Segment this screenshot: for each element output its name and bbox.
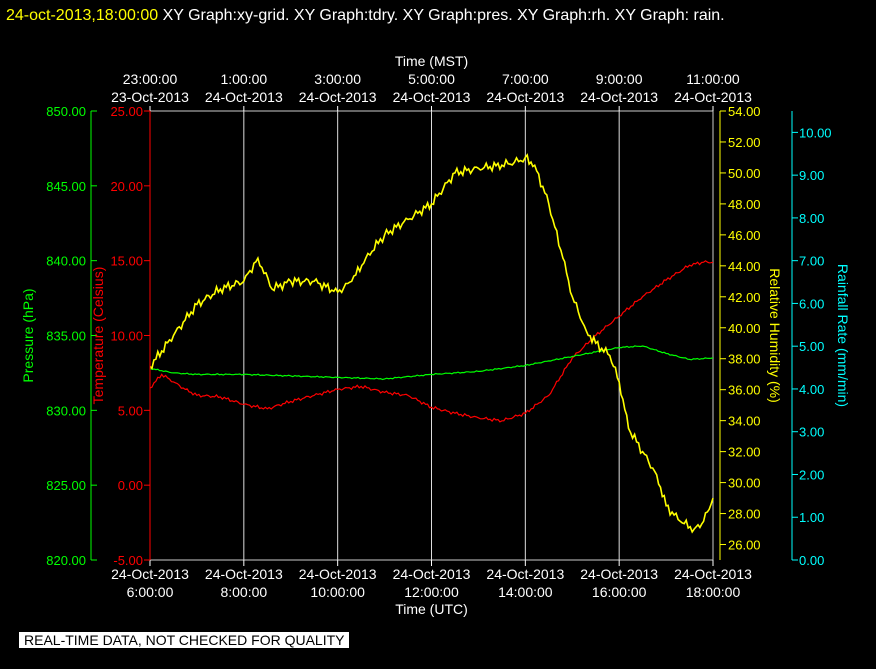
humidity-tick-label: 26.00	[728, 538, 761, 553]
temperature-axis-title: Temperature (Celsius)	[90, 267, 106, 405]
temperature-tick-label: 25.00	[110, 104, 143, 119]
series-line-tdry	[149, 260, 714, 423]
humidity-tick-label: 54.00	[728, 104, 761, 119]
humidity-tick-label: 28.00	[728, 507, 761, 522]
rain-tick-label: 7.00	[799, 254, 824, 269]
top-x-tick-time: 5:00:00	[408, 71, 455, 87]
rain-axis-title: Rainfall Rate (mm/min)	[835, 264, 851, 407]
x-tick-time: 16:00:00	[592, 584, 647, 600]
humidity-tick-label: 30.00	[728, 476, 761, 491]
top-x-tick-date: 24-Oct-2013	[674, 89, 752, 105]
rain-tick-label: 10.00	[799, 125, 832, 140]
humidity-tick-label: 36.00	[728, 383, 761, 398]
x-tick-time: 18:00:00	[686, 584, 741, 600]
quality-disclaimer: REAL-TIME DATA, NOT CHECKED FOR QUALITY	[19, 632, 350, 648]
humidity-tick-label: 44.00	[728, 259, 761, 274]
humidity-tick-label: 32.00	[728, 445, 761, 460]
humidity-tick-label: 42.00	[728, 290, 761, 305]
series-line-rh	[149, 153, 714, 534]
humidity-tick-label: 52.00	[728, 135, 761, 150]
top-x-tick-date: 24-Oct-2013	[393, 89, 471, 105]
axes: 24-Oct-2013 6:00:00 24-Oct-2013 8:00:00 24-O…	[20, 53, 851, 617]
humidity-tick-label: 48.00	[728, 197, 761, 212]
top-x-tick-time: 11:00:00	[686, 71, 740, 87]
temperature-tick-label: 0.00	[118, 478, 143, 493]
temperature-tick-label: 10.00	[110, 329, 143, 344]
pressure-tick-label: 840.00	[46, 254, 86, 269]
x-tick-date: 24-Oct-2013	[486, 566, 564, 582]
pressure-tick-label: 820.00	[46, 553, 86, 568]
x-tick-date: 24-Oct-2013	[205, 566, 283, 582]
pressure-tick-label: 850.00	[46, 104, 86, 119]
pressure-tick-label: 845.00	[46, 179, 86, 194]
x-tick-date: 24-Oct-2013	[111, 566, 189, 582]
top-x-axis-label: Time (MST)	[395, 53, 468, 69]
x-tick-date: 24-Oct-2013	[299, 566, 377, 582]
grid-lines	[149, 110, 714, 561]
rain-tick-label: 9.00	[799, 168, 824, 183]
rain-tick-label: 3.00	[799, 425, 824, 440]
top-x-tick-date: 24-Oct-2013	[299, 89, 377, 105]
series-line-pres	[149, 345, 714, 381]
temperature-tick-label: 15.00	[110, 254, 143, 269]
pressure-tick-label: 835.00	[46, 329, 86, 344]
title-graph-list: XY Graph:xy-grid. XY Graph:tdry. XY Grap…	[162, 7, 725, 24]
temperature-tick-label: -5.00	[113, 553, 143, 568]
top-x-tick-time: 9:00:00	[596, 71, 643, 87]
pressure-tick-label: 825.00	[46, 478, 86, 493]
pressure-tick-label: 830.00	[46, 403, 86, 418]
rain-tick-label: 2.00	[799, 467, 824, 482]
top-x-tick-time: 3:00:00	[314, 71, 361, 87]
top-x-tick-date: 24-Oct-2013	[486, 89, 564, 105]
rain-tick-label: 6.00	[799, 296, 824, 311]
x-tick-time: 6:00:00	[127, 584, 174, 600]
pressure-axis-title: Pressure (hPa)	[20, 288, 36, 382]
top-x-tick-date: 24-Oct-2013	[205, 89, 283, 105]
rain-tick-label: 8.00	[799, 211, 824, 226]
top-x-tick-time: 7:00:00	[502, 71, 549, 87]
series-layer	[149, 153, 714, 534]
rain-tick-label: 5.00	[799, 339, 824, 354]
top-x-tick-time: 1:00:00	[220, 71, 267, 87]
humidity-tick-label: 38.00	[728, 352, 761, 367]
rain-tick-label: 1.00	[799, 510, 824, 525]
humidity-axis-title: Relative Humidity (%)	[767, 268, 783, 403]
rain-tick-label: 0.00	[799, 553, 824, 568]
x-tick-date: 24-Oct-2013	[393, 566, 471, 582]
temperature-tick-label: 20.00	[110, 179, 143, 194]
temperature-tick-label: 5.00	[118, 403, 143, 418]
top-x-tick-time: 23:00:00	[123, 71, 178, 87]
humidity-tick-label: 50.00	[728, 166, 761, 181]
x-tick-time: 10:00:00	[310, 584, 365, 600]
top-x-tick-date: 23-Oct-2013	[111, 89, 189, 105]
x-tick-time: 12:00:00	[404, 584, 459, 600]
top-x-tick-date: 24-Oct-2013	[580, 89, 658, 105]
graph-title: 24-oct-2013,18:00:00 XY Graph:xy-grid. X…	[6, 2, 866, 30]
x-tick-time: 14:00:00	[498, 584, 553, 600]
humidity-tick-label: 46.00	[728, 228, 761, 243]
title-timestamp: 24-oct-2013,18:00:00	[6, 7, 159, 24]
x-tick-time: 8:00:00	[220, 584, 267, 600]
x-tick-date: 24-Oct-2013	[580, 566, 658, 582]
humidity-tick-label: 40.00	[728, 321, 761, 336]
x-axis-label: Time (UTC)	[395, 601, 468, 617]
rain-tick-label: 4.00	[799, 382, 824, 397]
humidity-tick-label: 34.00	[728, 414, 761, 429]
x-tick-date: 24-Oct-2013	[674, 566, 752, 582]
